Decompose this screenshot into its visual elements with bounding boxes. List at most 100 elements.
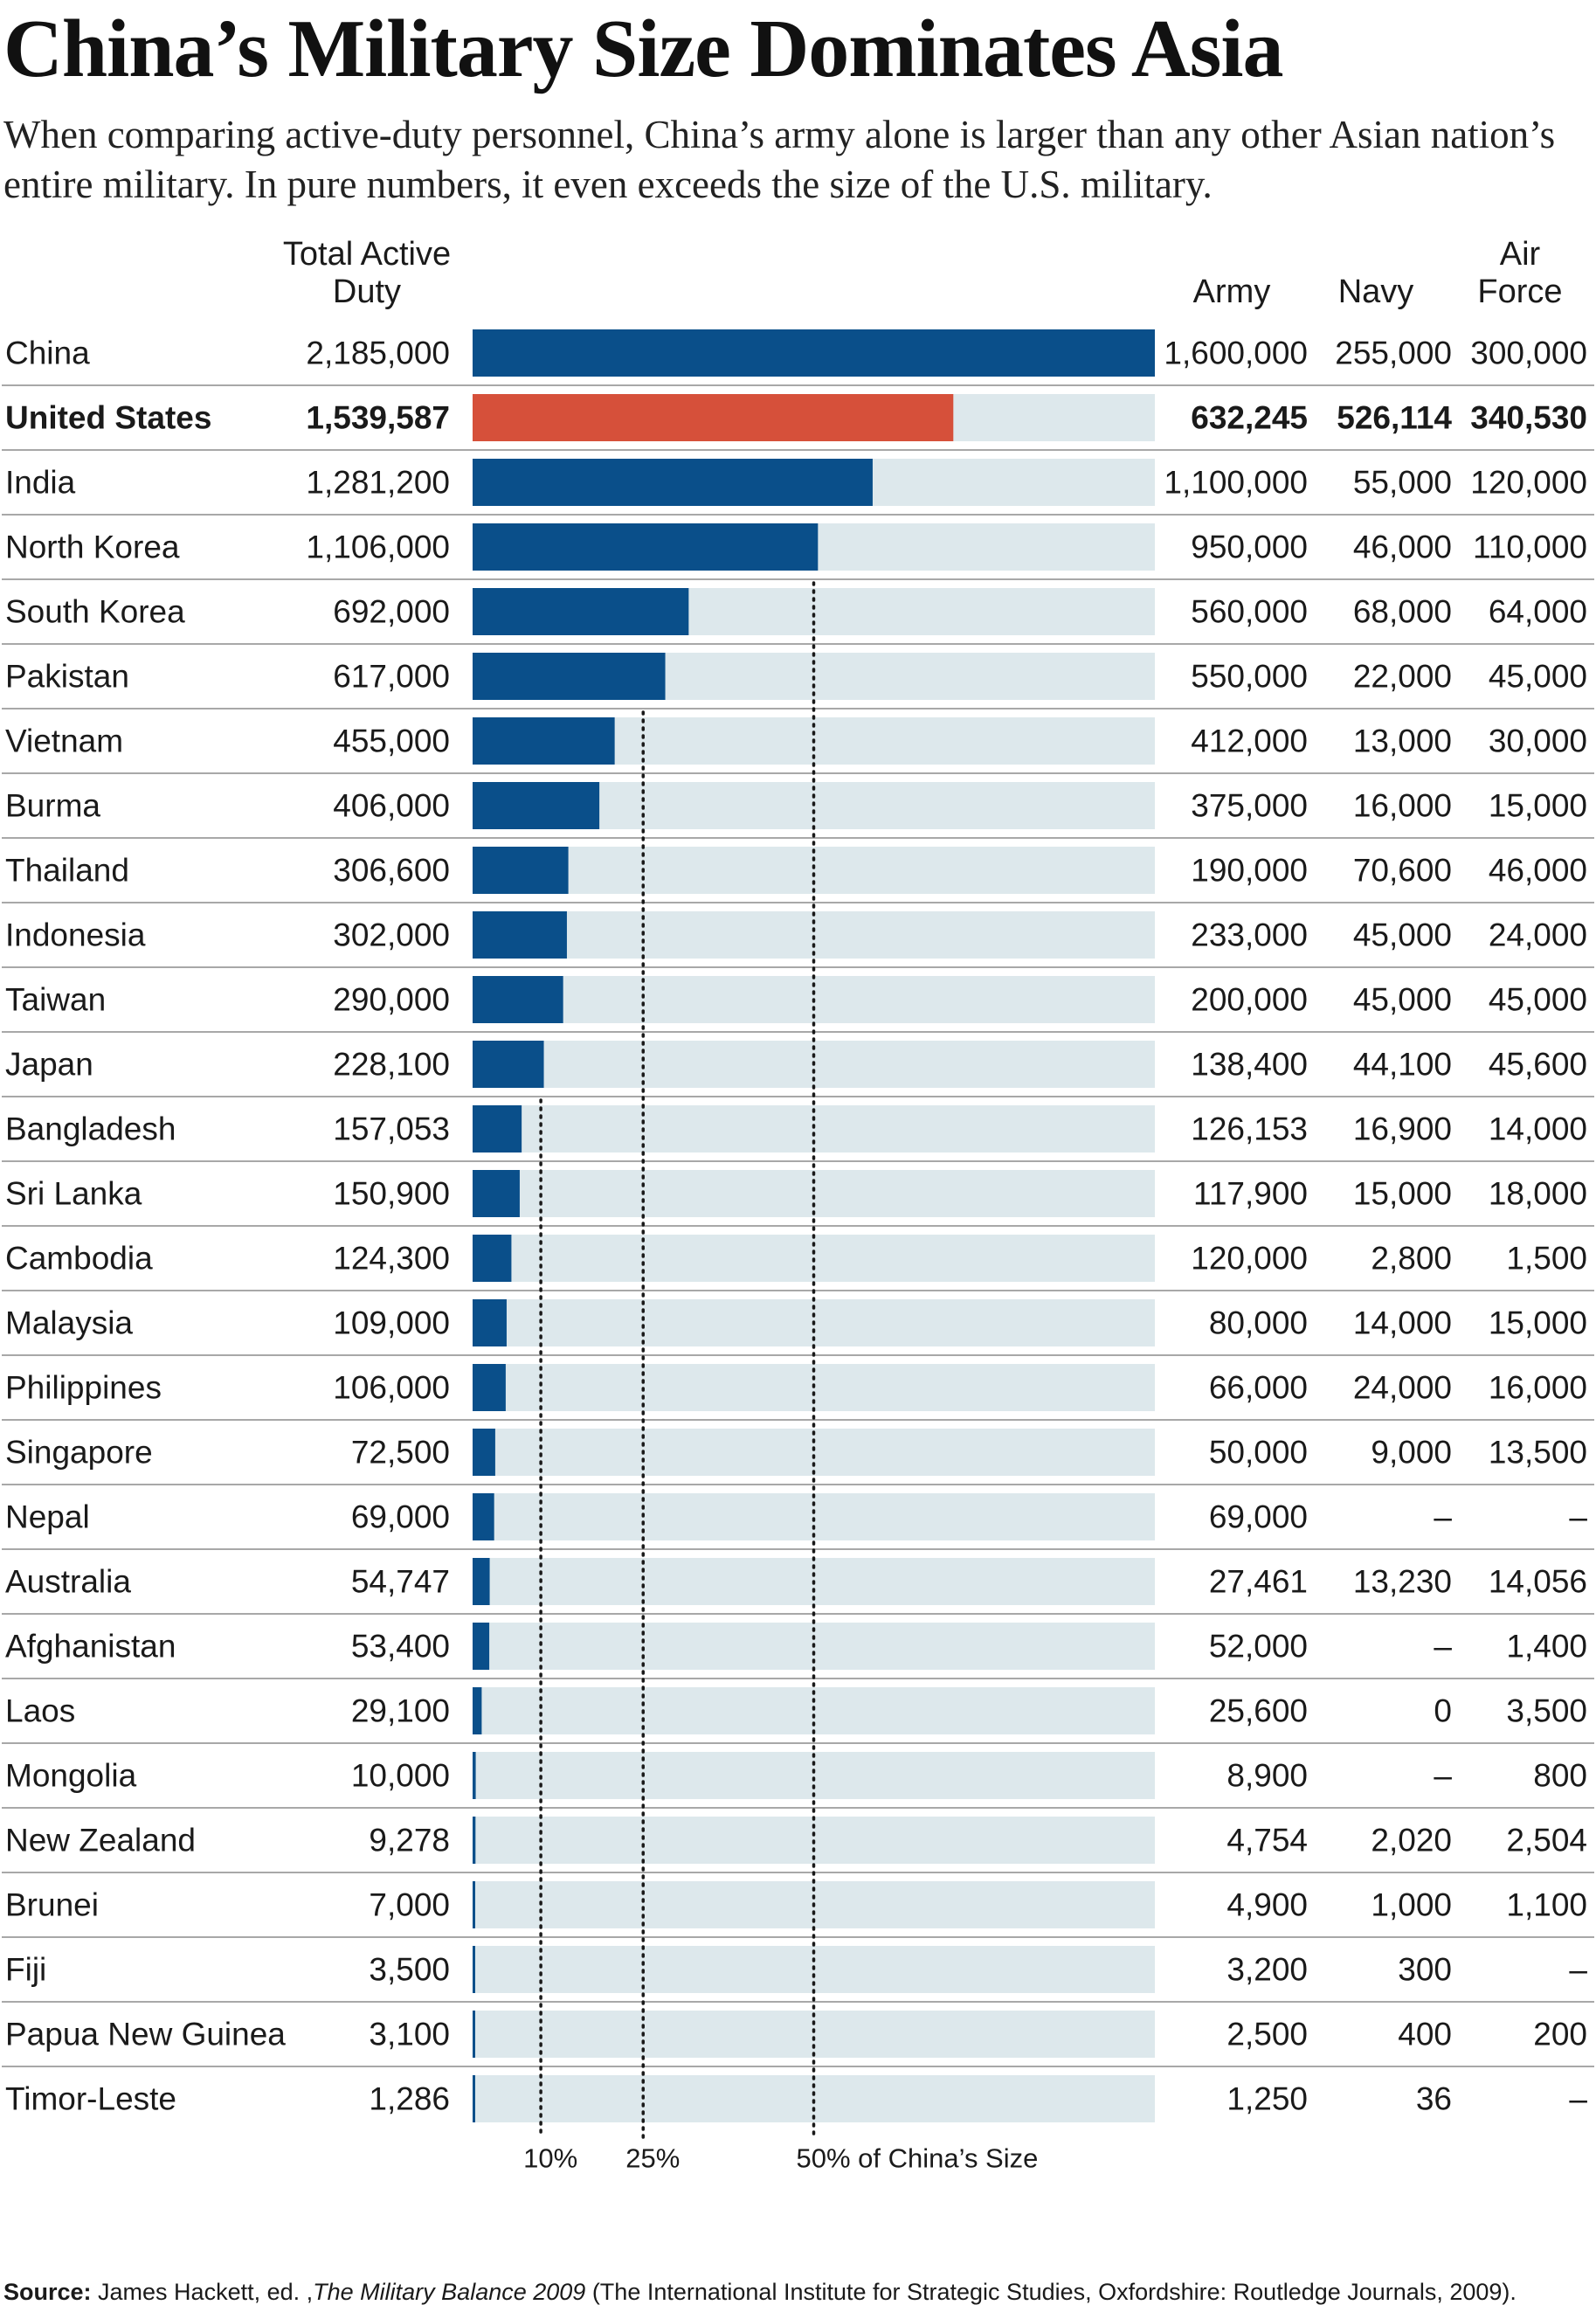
air-force-value: 1,500 bbox=[1506, 1241, 1587, 1277]
header-air-force: Air Force bbox=[1454, 236, 1586, 311]
total-value: 157,053 bbox=[333, 1111, 450, 1147]
air-force-value: 45,000 bbox=[1489, 982, 1587, 1018]
bar-track bbox=[473, 1687, 1155, 1734]
navy-value: – bbox=[1434, 1499, 1452, 1535]
navy-value: 255,000 bbox=[1335, 336, 1452, 371]
navy-value: 14,000 bbox=[1353, 1305, 1452, 1341]
country-label: Burma bbox=[5, 788, 100, 824]
air-force-value: 14,056 bbox=[1489, 1564, 1587, 1600]
air-force-value: 1,100 bbox=[1506, 1887, 1587, 1923]
country-label: South Korea bbox=[5, 594, 185, 630]
header-total-line2: Duty bbox=[332, 273, 402, 310]
army-value: 52,000 bbox=[1209, 1629, 1308, 1665]
total-value: 3,500 bbox=[369, 1952, 450, 1988]
source-label: Source: bbox=[3, 2279, 92, 2305]
total-value: 290,000 bbox=[333, 982, 450, 1018]
navy-value: 526,114 bbox=[1337, 400, 1452, 436]
bar-fiji bbox=[473, 1946, 475, 1993]
reference-label: 25% bbox=[625, 2143, 680, 2174]
country-label: Fiji bbox=[5, 1952, 46, 1988]
navy-value: 45,000 bbox=[1353, 917, 1452, 953]
bar-timor-leste bbox=[473, 2075, 475, 2122]
navy-value: 400 bbox=[1398, 2017, 1452, 2052]
navy-value: 44,100 bbox=[1353, 1047, 1452, 1083]
chart-title: China’s Military Size Dominates Asia bbox=[3, 3, 1283, 94]
source-book-title: The Military Balance 2009 bbox=[313, 2279, 586, 2305]
total-value: 617,000 bbox=[333, 659, 450, 695]
source-note: Source: James Hackett, ed. ,The Military… bbox=[3, 2279, 1517, 2305]
country-label: Taiwan bbox=[5, 982, 106, 1018]
header-total-active-duty: Total Active Duty bbox=[262, 236, 472, 311]
army-value: 126,153 bbox=[1191, 1111, 1308, 1147]
country-label: India bbox=[5, 465, 76, 501]
country-label: Pakistan bbox=[5, 659, 129, 695]
air-force-value: 3,500 bbox=[1506, 1693, 1587, 1729]
bar-burma bbox=[473, 782, 600, 829]
bar-vietnam bbox=[473, 717, 615, 765]
bar-track bbox=[473, 1170, 1155, 1217]
air-force-value: 46,000 bbox=[1489, 853, 1587, 889]
total-value: 69,000 bbox=[351, 1499, 450, 1535]
bar-bangladesh bbox=[473, 1105, 522, 1152]
bar-brunei bbox=[473, 1881, 475, 1928]
navy-value: 55,000 bbox=[1353, 465, 1452, 501]
army-value: 1,250 bbox=[1226, 2081, 1308, 2117]
bar-track bbox=[473, 911, 1155, 959]
air-force-value: 340,530 bbox=[1470, 400, 1587, 436]
navy-value: 13,230 bbox=[1353, 1564, 1452, 1600]
army-value: 412,000 bbox=[1191, 723, 1308, 759]
country-label: New Zealand bbox=[5, 1823, 196, 1859]
bar-cambodia bbox=[473, 1235, 512, 1282]
army-value: 950,000 bbox=[1191, 530, 1308, 565]
air-force-value: 18,000 bbox=[1489, 1176, 1587, 1212]
total-value: 1,539,587 bbox=[306, 400, 450, 436]
source-text-1: James Hackett, ed. , bbox=[91, 2279, 314, 2305]
country-label: Mongolia bbox=[5, 1758, 137, 1794]
header-air-line2: Force bbox=[1477, 273, 1563, 310]
navy-value: 2,800 bbox=[1371, 1241, 1452, 1277]
country-label: Brunei bbox=[5, 1887, 99, 1923]
air-force-value: 14,000 bbox=[1489, 1111, 1587, 1147]
country-label: Vietnam bbox=[5, 723, 123, 759]
navy-value: 22,000 bbox=[1353, 659, 1452, 695]
bar-nepal bbox=[473, 1493, 494, 1540]
country-label: Philippines bbox=[5, 1370, 162, 1406]
total-value: 72,500 bbox=[351, 1435, 450, 1471]
army-value: 1,100,000 bbox=[1164, 465, 1308, 501]
air-force-value: – bbox=[1569, 2081, 1587, 2117]
bar-thailand bbox=[473, 847, 569, 894]
header-total-line1: Total Active bbox=[282, 236, 452, 273]
total-value: 692,000 bbox=[333, 594, 450, 630]
total-value: 3,100 bbox=[369, 2017, 450, 2052]
country-label: Thailand bbox=[5, 853, 129, 889]
air-force-value: 15,000 bbox=[1489, 788, 1587, 824]
bar-track bbox=[473, 1493, 1155, 1540]
air-force-value: 30,000 bbox=[1489, 723, 1587, 759]
bar-japan bbox=[473, 1041, 544, 1088]
source-text-2: (The International Institute for Strateg… bbox=[585, 2279, 1517, 2305]
army-value: 200,000 bbox=[1191, 982, 1308, 1018]
total-value: 150,900 bbox=[333, 1176, 450, 1212]
bar-track bbox=[473, 1752, 1155, 1799]
total-value: 455,000 bbox=[333, 723, 450, 759]
bar-laos bbox=[473, 1687, 482, 1734]
air-force-value: 2,504 bbox=[1506, 1823, 1587, 1859]
country-label: Singapore bbox=[5, 1435, 153, 1471]
air-force-value: 16,000 bbox=[1489, 1370, 1587, 1406]
bar-chart: China 2,185,000 1,600,000 255,000 300,000 Uni… bbox=[2, 329, 1594, 2174]
army-value: 4,900 bbox=[1226, 1887, 1308, 1923]
bar-philippines bbox=[473, 1364, 506, 1411]
bar-malaysia bbox=[473, 1299, 507, 1346]
total-value: 9,278 bbox=[369, 1823, 450, 1859]
army-value: 117,900 bbox=[1193, 1176, 1308, 1212]
army-value: 375,000 bbox=[1191, 788, 1308, 824]
bar-new-zealand bbox=[473, 1817, 476, 1864]
army-value: 25,600 bbox=[1209, 1693, 1308, 1729]
total-value: 53,400 bbox=[351, 1629, 450, 1665]
total-value: 1,281,200 bbox=[306, 465, 450, 501]
bar-track bbox=[473, 847, 1155, 894]
total-value: 302,000 bbox=[333, 917, 450, 953]
country-label: North Korea bbox=[5, 530, 180, 565]
army-value: 8,900 bbox=[1226, 1758, 1308, 1794]
navy-value: – bbox=[1434, 1629, 1452, 1665]
